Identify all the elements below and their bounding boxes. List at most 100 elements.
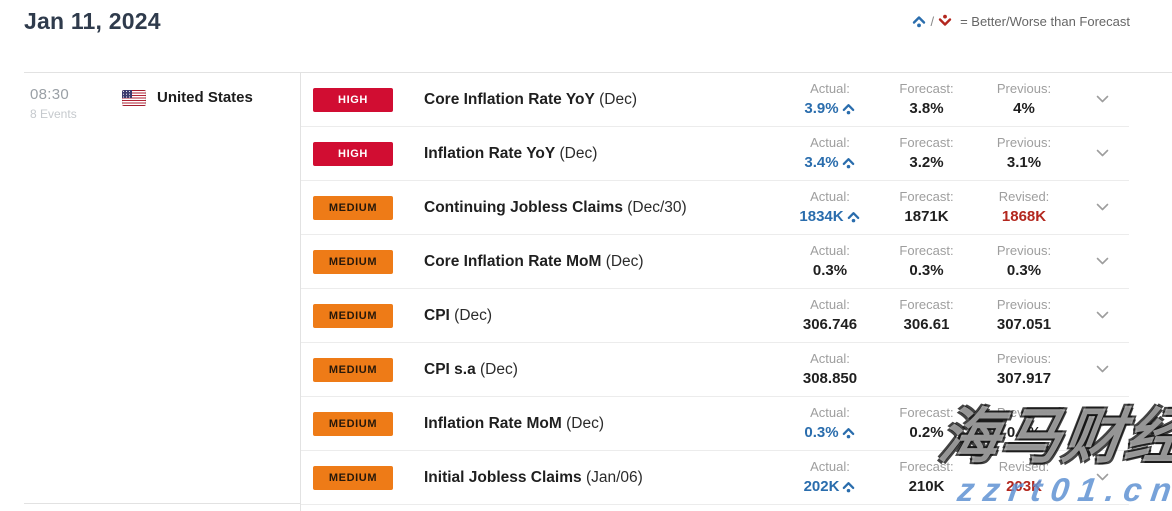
economic-calendar-table: 08:30 8 Events United States HIGH Core I… [24,72,1172,511]
impact-badge-wrap: MEDIUM [301,465,424,490]
actual-value: 1834K [799,208,860,225]
previous-label: Revised: [998,188,1050,204]
better-than-forecast-icon [841,479,856,494]
chevron-down-icon[interactable] [1096,469,1109,487]
page-title: Jan 11, 2024 [24,8,161,34]
event-name: CPI s.a [424,360,476,378]
chevron-down-icon[interactable] [1096,307,1109,325]
chevron-down-icon[interactable] [1096,361,1109,379]
forecast-value: 210K [908,477,945,495]
actual-value: 3.4% [804,154,855,171]
actual-label: Actual: [810,188,850,204]
previous-col: Previous: 0.3% [973,243,1075,279]
expand-row-button[interactable] [1075,469,1129,487]
actual-value-text: 202K [803,477,840,495]
forecast-label: Forecast: [899,80,954,96]
actual-value: 306.746 [803,316,857,333]
forecast-col: Forecast: 3.8% [880,80,973,117]
actual-value: 3.9% [804,100,855,117]
previous-col: Previous: 307.917 [973,350,1075,387]
previous-value: 1868K [1001,207,1047,225]
actual-value-text: 3.9% [804,99,839,117]
previous-col: Previous: 307.051 [973,297,1075,333]
forecast-col: Forecast: 1871K [880,189,973,225]
previous-label: Previous: [996,404,1052,420]
group-cell-inner: 08:30 8 Events United States [24,73,300,504]
event-period: (Dec/30) [627,198,687,216]
event-name: Continuing Jobless Claims [424,198,623,216]
actual-col: Actual: 202K [780,459,880,495]
impact-badge: MEDIUM [313,249,393,274]
event-name: CPI [424,306,450,324]
event-row[interactable]: MEDIUM Continuing Jobless Claims (Dec/30… [301,181,1129,235]
impact-badge: HIGH [313,141,393,166]
group-cell: 08:30 8 Events United States [24,73,301,511]
actual-col: Actual: 3.9% [780,80,880,117]
event-title: CPI s.a (Dec) [424,361,780,379]
event-period: (Dec) [566,414,604,432]
event-row[interactable]: MEDIUM Inflation Rate MoM (Dec) Actual: … [301,397,1129,451]
event-row[interactable]: HIGH Inflation Rate YoY (Dec) Actual: 3.… [301,127,1129,181]
legend-separator: / [930,13,935,29]
expand-row-button[interactable] [1075,145,1129,163]
forecast-value: 1871K [904,207,949,225]
impact-badge: MEDIUM [313,195,393,220]
previous-label: Previous: [996,80,1052,96]
event-title: Inflation Rate YoY (Dec) [424,145,780,163]
event-name: Inflation Rate YoY [424,144,556,162]
actual-label: Actual: [810,296,850,312]
impact-badge: MEDIUM [313,411,393,436]
actual-label: Actual: [810,80,850,96]
actual-label: Actual: [810,242,850,258]
event-row[interactable]: MEDIUM CPI (Dec) Actual: 306.746 Forecas… [301,289,1129,343]
chevron-down-icon[interactable] [1096,145,1109,163]
actual-col: Actual: 308.850 [780,351,880,387]
forecast-value: 306.61 [903,315,950,333]
event-title: Inflation Rate MoM (Dec) [424,415,780,433]
better-than-forecast-icon [841,101,856,116]
actual-value-text: 308.850 [802,369,858,387]
event-row[interactable]: MEDIUM CPI s.a (Dec) Actual: 308.850 For… [301,343,1129,397]
event-row[interactable]: MEDIUM Initial Jobless Claims (Jan/06) A… [301,451,1129,505]
event-period: (Dec) [454,306,493,324]
chevron-down-icon[interactable] [1096,91,1109,109]
impact-badge-wrap: HIGH [301,87,424,112]
time-block: 08:30 8 Events [30,86,77,121]
forecast-label: Forecast: [899,458,954,474]
actual-value: 202K [804,478,857,495]
expand-row-button[interactable] [1075,361,1129,379]
impact-badge-wrap: MEDIUM [301,303,424,328]
forecast-legend: / = Better/Worse than Forecast [911,13,1130,29]
forecast-col: Forecast: 210K [880,458,973,495]
expand-row-button[interactable] [1075,307,1129,325]
previous-col: Previous: 3.1% [973,135,1075,171]
expand-row-button[interactable] [1075,415,1129,433]
actual-col: Actual: 3.4% [780,134,880,171]
country-header: United States [122,89,253,106]
expand-row-button[interactable] [1075,253,1129,271]
event-name: Core Inflation Rate YoY [424,90,595,108]
chevron-down-icon[interactable] [1096,199,1109,217]
event-time: 08:30 [30,86,70,103]
actual-value: 0.3% [813,262,847,279]
previous-label: Previous: [996,350,1052,366]
forecast-value: 3.8% [909,99,944,117]
event-name: Inflation Rate MoM [424,414,562,432]
impact-badge: MEDIUM [313,303,393,328]
impact-badge-wrap: HIGH [301,141,424,166]
event-row[interactable]: MEDIUM Core Inflation Rate MoM (Dec) Act… [301,235,1129,289]
chevron-down-icon[interactable] [1096,415,1109,433]
actual-label: Actual: [810,404,850,420]
event-row[interactable]: HIGH Core Inflation Rate YoY (Dec) Actua… [301,73,1129,127]
previous-value: 203K [1006,477,1042,495]
actual-value-text: 306.746 [802,315,858,333]
expand-row-button[interactable] [1075,199,1129,217]
chevron-down-icon[interactable] [1096,253,1109,271]
better-than-forecast-icon [911,13,927,29]
previous-col: Previous: 0.1% [973,404,1075,441]
event-title: Continuing Jobless Claims (Dec/30) [424,199,780,217]
impact-badge: MEDIUM [313,357,393,382]
actual-label: Actual: [810,134,850,150]
impact-badge-wrap: MEDIUM [301,195,424,220]
expand-row-button[interactable] [1075,91,1129,109]
